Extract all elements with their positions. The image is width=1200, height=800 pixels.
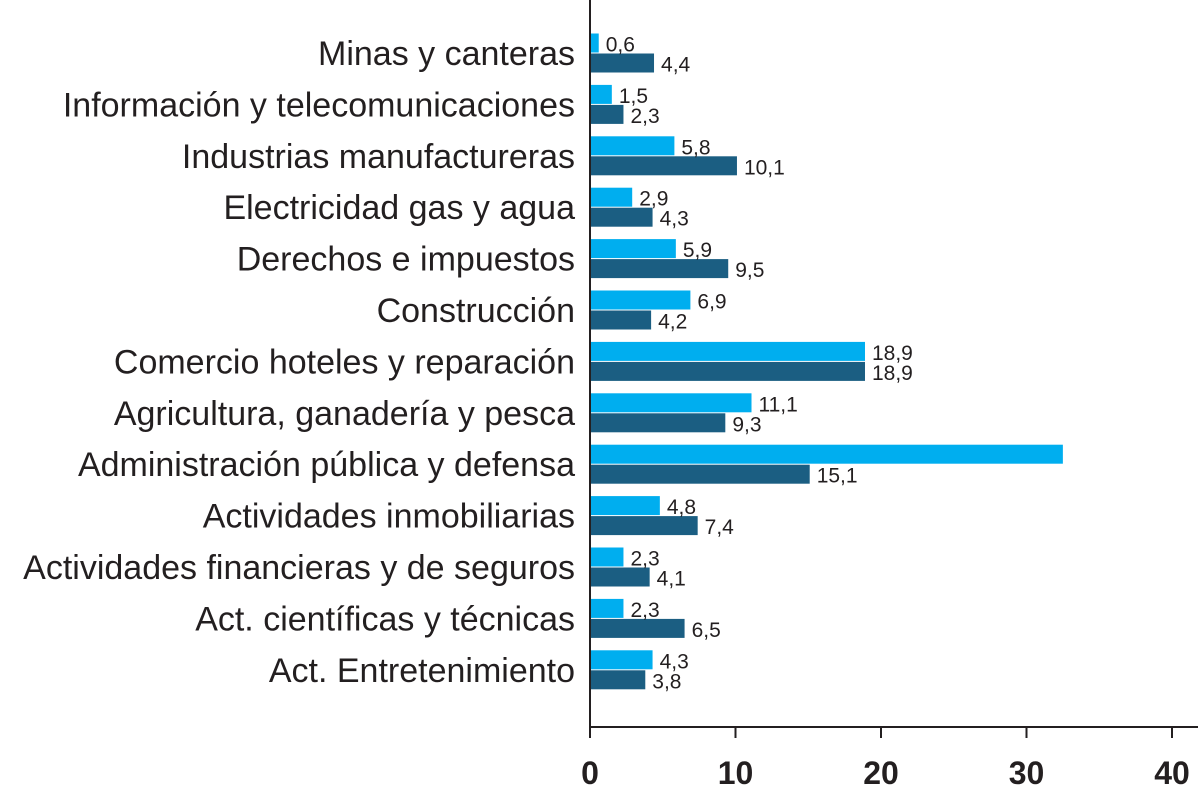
data-label: 10,1 — [744, 156, 785, 179]
data-label: 15,1 — [817, 465, 858, 488]
bar-series-2 — [591, 310, 652, 330]
data-label: 7,4 — [705, 516, 735, 539]
bar-series-1 — [591, 341, 865, 361]
bar-series-1 — [591, 187, 633, 207]
data-label: 2,9 — [639, 188, 668, 211]
category-label: Act. científicas y técnicas — [195, 600, 575, 638]
bar-series-1 — [591, 496, 660, 516]
axes — [589, 0, 1198, 728]
bars — [591, 33, 1063, 690]
data-label: 9,3 — [732, 413, 761, 436]
data-label: 2,3 — [630, 599, 659, 622]
bar-series-1 — [591, 547, 624, 567]
bar-series-1 — [591, 239, 676, 259]
data-label: 9,5 — [735, 259, 764, 282]
bar-series-1 — [591, 290, 691, 310]
data-label: 5,9 — [683, 239, 712, 262]
x-tick-label: 20 — [863, 755, 899, 791]
category-label: Electricidad gas y agua — [223, 189, 575, 227]
bar-series-2 — [591, 156, 737, 176]
bar-series-2 — [591, 413, 726, 433]
category-label: Información y telecomunicaciones — [63, 86, 575, 124]
bar-series-2 — [591, 53, 655, 73]
bar-series-2 — [591, 361, 865, 381]
category-label: Actividades financieras y de seguros — [23, 549, 575, 587]
data-label: 3,8 — [652, 670, 681, 693]
bar-series-1 — [591, 598, 624, 618]
x-tick-label: 40 — [1154, 755, 1190, 791]
category-label: Agricultura, ganadería y pesca — [114, 395, 575, 433]
bar-series-2 — [591, 567, 650, 587]
category-label: Actividades inmobiliarias — [203, 498, 575, 536]
data-label: 2,3 — [630, 105, 659, 128]
bar-series-2 — [591, 464, 810, 484]
x-tick-label: 10 — [718, 755, 754, 791]
category-label: Construcción — [377, 292, 575, 330]
data-label: 4,1 — [657, 568, 686, 591]
category-label: Minas y canteras — [318, 35, 575, 73]
bar-series-1 — [591, 393, 752, 413]
data-label: 6,9 — [697, 291, 726, 314]
data-label: 11,1 — [759, 393, 798, 416]
data-label: 18,9 — [872, 362, 913, 385]
value-labels: 0,64,41,52,35,810,12,94,35,99,56,94,218,… — [606, 34, 913, 694]
data-label: 2,3 — [630, 548, 659, 571]
data-label: 0,6 — [606, 34, 635, 57]
category-labels: Minas y canteras Información y telecomuni… — [23, 35, 575, 690]
bar-series-1 — [591, 650, 653, 670]
bar-series-1 — [591, 444, 1063, 464]
data-label: 4,3 — [660, 650, 689, 673]
x-tick-label: 30 — [1009, 755, 1045, 791]
category-label: Derechos e impuestos — [237, 241, 575, 279]
data-label: 4,8 — [667, 496, 696, 519]
data-label: 6,5 — [692, 619, 721, 642]
data-label: 4,2 — [658, 311, 687, 334]
bar-series-2 — [591, 516, 698, 536]
bar-series-2 — [591, 618, 685, 638]
data-label: 4,4 — [661, 54, 691, 77]
x-axis-ticks: 0 10 20 30 40 — [581, 727, 1190, 791]
bar-series-1 — [591, 136, 675, 156]
x-tick-label: 0 — [581, 755, 599, 791]
category-label: Administración pública y defensa — [78, 446, 575, 484]
data-label: 18,9 — [872, 342, 913, 365]
bar-series-2 — [591, 104, 624, 124]
bar-series-1 — [591, 33, 599, 53]
bar-series-2 — [591, 207, 653, 227]
bar-series-2 — [591, 670, 646, 690]
data-label: 5,8 — [681, 136, 710, 159]
category-label: Industrias manufactureras — [182, 138, 575, 176]
category-label: Comercio hoteles y reparación — [114, 343, 575, 381]
data-label: 4,3 — [660, 208, 689, 231]
category-label: Act. Entretenimiento — [269, 652, 575, 690]
bar-series-2 — [591, 259, 729, 279]
data-label: 1,5 — [619, 85, 648, 108]
bar-series-1 — [591, 84, 612, 104]
